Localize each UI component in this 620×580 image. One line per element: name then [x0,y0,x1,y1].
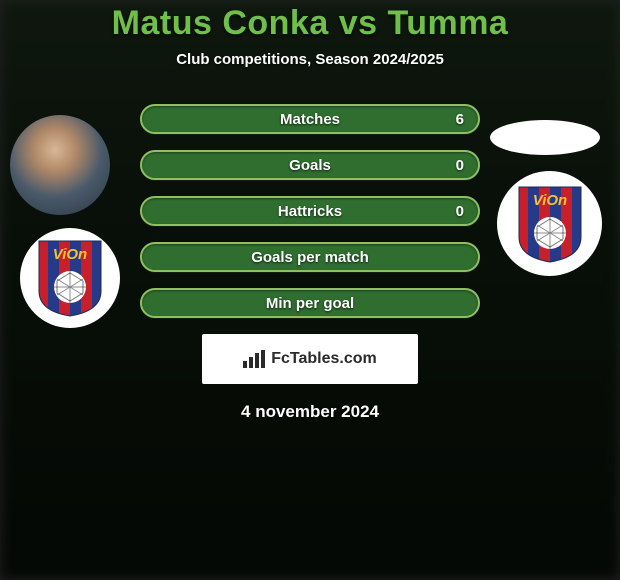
stat-value: 0 [456,203,464,220]
brand-badge: FcTables.com [202,334,418,384]
stat-bar: Goals per match [140,242,480,272]
subtitle: Club competitions, Season 2024/2025 [0,51,620,68]
stat-value: 6 [456,111,464,128]
stat-bar: Goals 0 [140,150,480,180]
stat-label: Goals per match [251,249,369,266]
stat-bar: Hattricks 0 [140,196,480,226]
stat-bar: Min per goal [140,288,480,318]
stats-bars: Matches 6 Goals 0 Hattricks 0 Goals per match M… [140,104,480,318]
svg-text:ViOn: ViOn [532,192,566,209]
svg-text:ViOn: ViOn [53,246,87,263]
club-shield-icon: ViOn [37,239,103,317]
stat-label: Min per goal [266,295,354,312]
club-badge-right: ViOn [497,171,602,276]
club-shield-icon: ViOn [517,185,583,263]
player-avatar-right-placeholder [490,120,600,155]
player-avatar-left [10,115,110,215]
page-title: Matus Conka vs Tumma [0,4,620,43]
stat-label: Matches [280,111,340,128]
stat-value: 0 [456,157,464,174]
stat-bar: Matches 6 [140,104,480,134]
date-text: 4 november 2024 [0,402,620,422]
stat-label: Goals [289,157,331,174]
club-badge-left: ViOn [20,228,120,328]
content-wrapper: Matus Conka vs Tumma Club competitions, … [0,0,620,422]
stat-label: Hattricks [278,203,342,220]
bar-chart-icon [243,350,265,368]
brand-text: FcTables.com [271,350,377,368]
